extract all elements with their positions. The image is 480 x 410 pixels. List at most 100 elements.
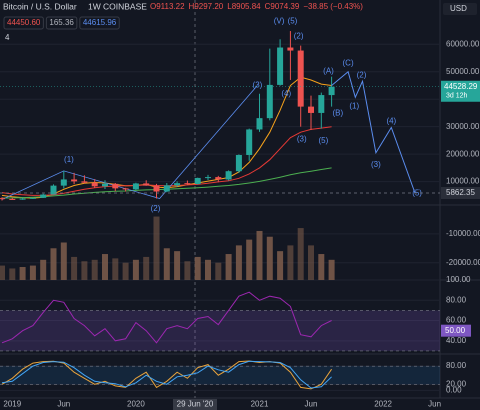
symbol-title[interactable]: Bitcoin / U.S. Dollar	[3, 1, 77, 11]
candle-body	[266, 84, 273, 119]
volume-bar	[215, 262, 222, 280]
crosshair-date: 29 Jun '20	[177, 400, 214, 409]
volume-bar	[9, 268, 16, 280]
last-price: 44528.29	[444, 82, 478, 91]
wave-label: (2)	[294, 31, 304, 40]
candle-body	[50, 185, 57, 195]
y-tick-label: 20.00	[446, 379, 467, 388]
y-tick-label: 80.00	[446, 361, 467, 370]
candle-body	[287, 47, 294, 51]
x-tick-label: Jun	[428, 400, 441, 409]
volume-bar	[91, 259, 98, 280]
volume-bar	[71, 256, 78, 280]
candle-body	[9, 198, 16, 200]
wave-label: (B)	[332, 109, 343, 118]
ohlc-value: −38.85 (−0.43%)	[303, 2, 363, 11]
candle-body	[246, 129, 253, 155]
candle-body	[205, 177, 211, 179]
wave-label: (V)	[274, 16, 285, 25]
interval[interactable]: 1W	[88, 1, 101, 11]
projection-line	[331, 70, 416, 194]
candle-body	[194, 177, 201, 184]
candle-body	[132, 183, 139, 190]
candle-body	[153, 185, 160, 192]
volume-bar	[153, 216, 160, 280]
volume-bar	[194, 256, 201, 280]
indicator-value: 44615.96	[83, 18, 117, 27]
exchange[interactable]: COINBASE	[103, 1, 147, 11]
candle-body	[122, 188, 129, 190]
wave-label: (3)	[297, 135, 307, 144]
candle-body	[308, 106, 314, 113]
volume-bar	[184, 261, 191, 280]
volume-bar	[143, 256, 150, 280]
indicator-count[interactable]: 4	[5, 33, 10, 42]
candle-body	[40, 194, 47, 198]
volume-bar	[174, 251, 181, 280]
volume-bar	[328, 259, 335, 280]
rsi-value: 50.00	[445, 326, 466, 335]
volume-bar	[235, 245, 242, 280]
ohlc-legend: O9113.22 H9297.20 L8905.84 C9074.39 −38.85 (…	[150, 2, 363, 11]
indicator-value: 165.36	[49, 18, 74, 27]
y-tick-label: -10000.00	[446, 229, 480, 238]
last-price-badge	[441, 80, 480, 102]
y-tick-label: 30000.00	[446, 122, 480, 131]
volume-bar	[308, 245, 314, 280]
candle-body	[225, 171, 232, 180]
wave-label: (4)	[281, 89, 291, 98]
indicator-badge	[79, 16, 120, 30]
y-tick-label: 60.00	[446, 316, 467, 325]
volume-bar	[81, 261, 88, 280]
currency-button[interactable]	[443, 3, 477, 15]
volume-bar	[0, 265, 5, 280]
volume-bar	[246, 239, 253, 280]
candle-body	[297, 50, 304, 107]
y-tick-label: 0.00	[446, 386, 462, 395]
projection-badge	[441, 187, 480, 200]
candle-body	[19, 198, 26, 200]
rsi-badge	[441, 324, 471, 337]
currency[interactable]: USD	[450, 4, 467, 13]
wave-label: (3)	[371, 160, 381, 169]
volume-bar	[318, 254, 325, 280]
y-tick-label: 50000.00	[446, 67, 480, 76]
wave-label: (1)	[349, 101, 359, 110]
wave-label: (5)	[288, 16, 298, 25]
rsi-line	[1, 291, 332, 344]
candle-body	[91, 182, 98, 187]
candle-body	[277, 47, 284, 85]
x-tick-label: 2021	[251, 400, 269, 409]
projection-value: 5862.35	[446, 188, 475, 197]
volume-bar	[132, 259, 139, 280]
volume-bar	[40, 259, 47, 280]
candle-body	[328, 86, 335, 96]
volume-bar	[112, 258, 119, 280]
crosshair-date-box	[173, 399, 217, 410]
ohlc-value: O9113.22	[150, 2, 185, 11]
x-tick-label: 2020	[127, 400, 145, 409]
band	[0, 310, 440, 351]
x-tick-label: 2019	[3, 400, 21, 409]
volume-bar	[50, 248, 57, 280]
volume-bar	[60, 242, 67, 280]
indicator-badge	[3, 16, 44, 30]
band	[0, 366, 440, 385]
oscillator-line	[1, 360, 332, 389]
candle-body	[0, 198, 5, 200]
wave-line	[1, 85, 258, 200]
volume-bar	[297, 228, 304, 280]
wave-label: (C)	[343, 58, 354, 67]
candle-body	[102, 183, 108, 187]
x-tick-label: 2022	[374, 400, 392, 409]
wave-label: (1)	[64, 155, 74, 164]
candle-body	[163, 185, 170, 192]
x-tick-label: Jun	[57, 400, 70, 409]
volume-bar	[102, 254, 108, 280]
volume-bar	[277, 251, 284, 280]
candle-body	[235, 154, 242, 172]
candle-body	[71, 179, 78, 182]
wave-label: (5)	[318, 136, 328, 145]
candle-body	[184, 183, 191, 185]
